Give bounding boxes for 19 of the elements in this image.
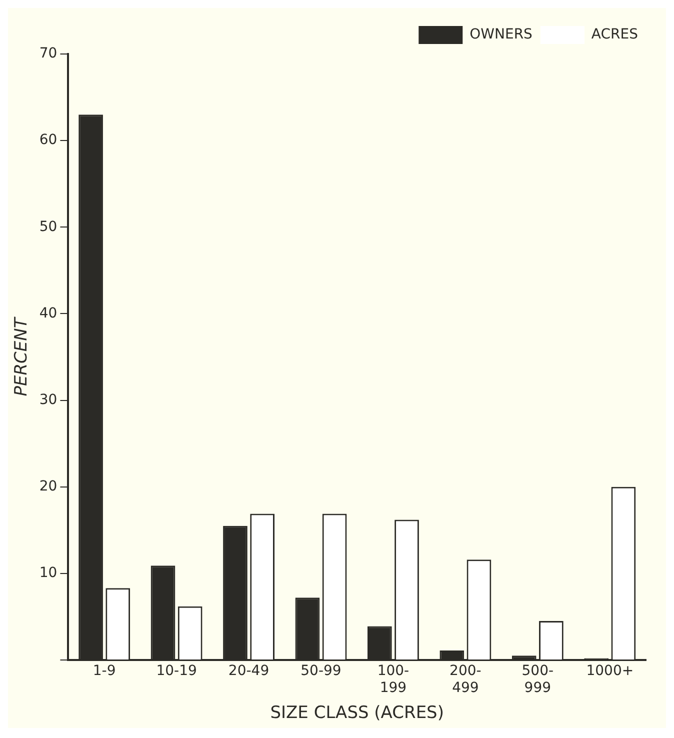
y-tick-label: 10	[39, 565, 58, 582]
legend-label: ACRES	[591, 26, 638, 43]
x-tick-label: 50-99	[300, 663, 342, 680]
x-tick-label: 500- 999	[522, 663, 554, 696]
y-tick-label: 50	[39, 218, 58, 235]
y-axis-title: PERCENT	[12, 316, 32, 396]
y-tick-label: 30	[39, 392, 58, 408]
x-tick-label: 10-19	[156, 663, 197, 680]
y-tick-label: 60	[39, 132, 58, 148]
x-tick-label: 20-49	[228, 663, 270, 680]
y-tick-label: 70	[39, 46, 58, 62]
x-axis-title: SIZE CLASS (ACRES)	[270, 703, 444, 724]
x-tick-label: 1000+	[586, 663, 634, 680]
x-tick-label: 200- 499	[450, 663, 482, 696]
x-tick-label: 1-9	[92, 663, 116, 680]
x-tick-label: 100- 199	[377, 663, 410, 696]
legend-label: OWNERS	[470, 26, 533, 43]
y-tick-label: 20	[39, 478, 58, 494]
y-tick-label: 40	[39, 305, 58, 322]
